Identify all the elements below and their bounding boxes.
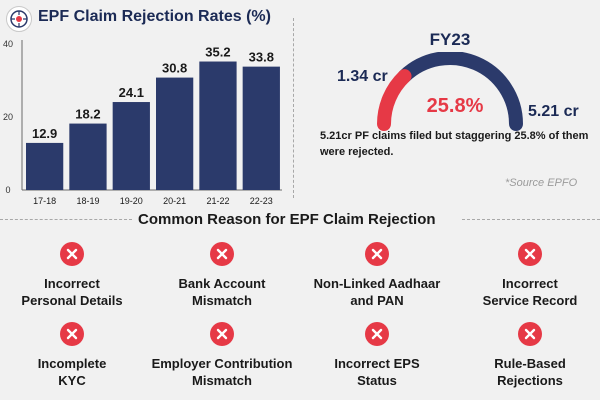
reason-item: Non-Linked Aadhaar and PAN (297, 242, 457, 309)
bar-19-20 (112, 102, 150, 190)
source-note: *Source EPFO (505, 177, 578, 189)
reason-label: Incorrect Personal Details (21, 276, 123, 308)
x-icon (365, 322, 389, 346)
reason-label: Rule-Based Rejections (494, 356, 566, 388)
section-title: Common Reason for EPF Claim Rejection (138, 211, 436, 228)
reason-label: Incomplete KYC (37, 356, 107, 388)
x-icon (60, 242, 84, 266)
y-tick-label: 40 (3, 39, 13, 49)
x-tick-label: 21-22 (206, 196, 229, 206)
x-icon (518, 242, 542, 266)
gauge-title: FY23 (429, 30, 471, 49)
x-icon (518, 322, 542, 346)
vertical-divider (293, 18, 294, 198)
y-tick-label: 20 (3, 112, 13, 122)
section-line-left (0, 219, 132, 220)
reasons-grid: Incorrect Personal Details Bank Account M… (0, 236, 600, 396)
reason-item: Incomplete KYC (0, 322, 152, 389)
reason-label: Non-Linked Aadhaar and PAN (313, 276, 441, 308)
x-icon (210, 242, 234, 266)
x-tick-label: 20-21 (163, 196, 186, 206)
reason-item: Rule-Based Rejections (450, 322, 600, 389)
x-tick-label: 22-23 (250, 196, 273, 206)
fy23-gauge (377, 52, 523, 131)
chart-title: EPF Claim Rejection Rates (%) (38, 8, 271, 25)
x-icon (60, 322, 84, 346)
epfo-logo-icon (6, 6, 32, 32)
x-icon (365, 242, 389, 266)
reason-label: Incorrect EPS Status (334, 356, 420, 388)
reason-item: Incorrect Personal Details (0, 242, 152, 309)
reason-item: Employer Contribution Mismatch (142, 322, 302, 389)
section-line-right (462, 219, 600, 220)
reason-item: Incorrect EPS Status (297, 322, 457, 389)
reason-item: Incorrect Service Record (450, 242, 600, 309)
x-tick-label: 18-19 (76, 196, 99, 206)
gauge-remaining-arc (397, 52, 523, 131)
y-tick-label: 0 (5, 185, 10, 195)
bar-22-23 (242, 66, 280, 190)
bar-data-label: 24.1 (119, 85, 144, 100)
x-icon (210, 322, 234, 346)
bar-data-label: 12.9 (32, 126, 57, 141)
rejection-percent: 25.8% (426, 95, 484, 117)
bar-17-18 (26, 142, 64, 190)
bar-21-22 (199, 61, 237, 190)
rejection-rate-bar-chart: 40 20 0 12.9 17-18 18.2 18-19 24.1 19-20 30.8 20-2… (3, 39, 282, 206)
reason-item: Bank Account Mismatch (142, 242, 302, 309)
reason-label: Employer Contribution Mismatch (151, 356, 293, 388)
x-tick-label: 17-18 (33, 196, 56, 206)
bar-18-19 (69, 123, 107, 190)
bar-data-label: 33.8 (249, 50, 274, 65)
total-claims-label: 5.21 cr (528, 103, 579, 120)
reason-label: Incorrect Service Record (482, 276, 578, 308)
bar-20-21 (156, 77, 194, 190)
bar-data-label: 18.2 (75, 107, 100, 122)
bar-data-label: 35.2 (205, 45, 230, 60)
gauge-rejected-arc (377, 69, 412, 131)
reason-label: Bank Account Mismatch (178, 276, 266, 308)
x-tick-label: 19-20 (120, 196, 143, 206)
gauge-description: 5.21cr PF claims filed but staggering 25… (320, 130, 589, 158)
rejected-claims-label: 1.34 cr (337, 68, 388, 85)
bar-data-label: 30.8 (162, 61, 187, 76)
